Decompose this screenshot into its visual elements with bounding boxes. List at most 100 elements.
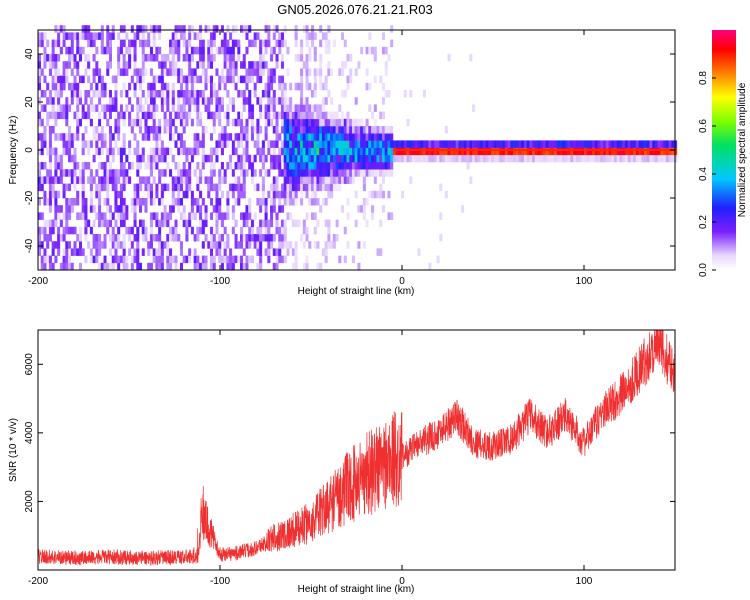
y-tick-label: 20 [24,96,35,108]
spectrogram-cell [57,226,61,235]
spectrogram-cell [261,162,265,170]
spectrogram-cell [43,75,47,84]
spectrogram-cell [264,39,268,48]
spectrogram-cell [218,198,222,206]
spectrogram-cell [242,262,246,271]
spectrogram-cell [215,147,219,156]
spectrogram-cell [128,39,132,48]
spectrogram-cell [149,212,153,220]
spectrogram-cell [250,118,254,127]
spectrogram-cell [62,234,66,242]
spectrogram-cell [73,226,77,235]
spectrogram-cell [300,54,304,62]
spectrogram-cell [119,212,123,220]
spectrogram-cell [190,118,194,127]
spectrogram-cell [62,190,66,199]
spectrogram-cell [559,154,563,163]
spectrogram-cell [78,54,82,62]
spectrogram-cell [327,140,331,148]
spectrogram-cell [68,226,72,235]
spectrogram-cell [119,154,123,163]
spectrogram-cell [92,126,96,134]
spectrogram-cell [141,219,145,228]
spectrogram-cell [553,147,557,156]
spectrogram-cell [103,133,107,141]
spectrogram-cell [209,90,214,98]
spectrogram-cell [226,190,230,199]
spectrogram-cell [379,111,383,120]
spectrogram-cell [245,255,249,264]
spectrogram-cell [169,169,173,177]
spectrogram-cell [390,212,394,220]
spectrogram-cell [240,234,244,242]
spectrogram-cell [324,75,328,84]
spectrogram-cell [259,255,263,264]
spectrogram-cell [100,133,104,141]
spectrogram-cell [139,126,143,134]
spectrogram-cell [316,118,320,127]
spectrogram-cell [199,54,203,62]
spectrogram-cell [294,219,298,228]
spectrogram-cell [439,154,443,163]
spectrogram-cell [381,82,386,91]
spectrogram-cell [100,162,104,170]
spectrogram-cell [412,147,416,156]
spectrogram-cell [207,154,211,163]
spectrogram-cell [177,111,181,120]
spectrogram-cell [188,97,192,105]
spectrogram-cell [280,90,284,98]
spectrogram-cell [267,97,271,105]
spectrogram-cell [256,248,260,256]
spectrogram-cell [362,205,366,213]
spectrogram-cell [152,82,156,91]
spectrogram-cell [409,147,413,156]
spectrogram-cell [68,147,72,156]
spectrogram-cell [384,140,388,148]
spectrogram-cell [188,147,192,156]
spectrogram-cell [297,162,301,170]
spectrogram-cell [357,140,361,148]
spectrogram-cell [117,68,121,76]
spectrogram-cell [270,198,274,206]
spectrogram-cell [300,126,304,134]
spectrogram-cell [321,140,325,148]
spectrogram-cell [237,255,241,264]
spectrogram-cell [108,61,113,69]
spectrogram-cell [62,147,66,156]
spectrogram-cell [387,162,391,170]
spectrogram-cell [128,118,132,127]
spectrogram-cell [286,162,290,170]
spectrogram-cell [185,219,189,228]
spectrogram-cell [226,234,230,242]
spectrogram-cell [92,205,96,213]
spectrogram-cell [231,183,235,192]
spectrogram-cell [319,25,323,33]
spectrogram-cell [100,183,104,192]
spectrogram-cell [54,54,58,62]
spectrogram-cell [103,162,107,170]
spectrogram-cell [92,133,96,141]
spectrogram-cell [119,104,123,112]
spectrogram-cell [305,25,309,33]
spectrogram-cell [332,133,336,141]
spectrogram-cell [480,154,484,163]
spectrogram-cell [147,262,151,271]
spectrogram-cell [144,198,148,206]
spectrogram-cell [114,126,118,134]
spectrogram-cell [100,39,104,48]
spectrogram-cell [226,25,230,33]
spectrogram-cell [324,46,328,55]
spectrogram-cell [179,140,183,148]
spectrogram-cell [406,140,410,148]
spectrogram-cell [147,133,151,141]
spectrogram-cell [545,147,549,156]
spectrogram-cell [136,154,140,163]
spectrogram-cell [341,133,345,141]
spectrogram-cell [286,190,290,199]
spectrogram-cell [242,234,246,242]
spectrogram-cell [166,162,170,170]
spectrogram-cell [111,97,115,105]
spectrogram-cell [133,198,137,206]
spectrogram-cell [417,147,421,156]
